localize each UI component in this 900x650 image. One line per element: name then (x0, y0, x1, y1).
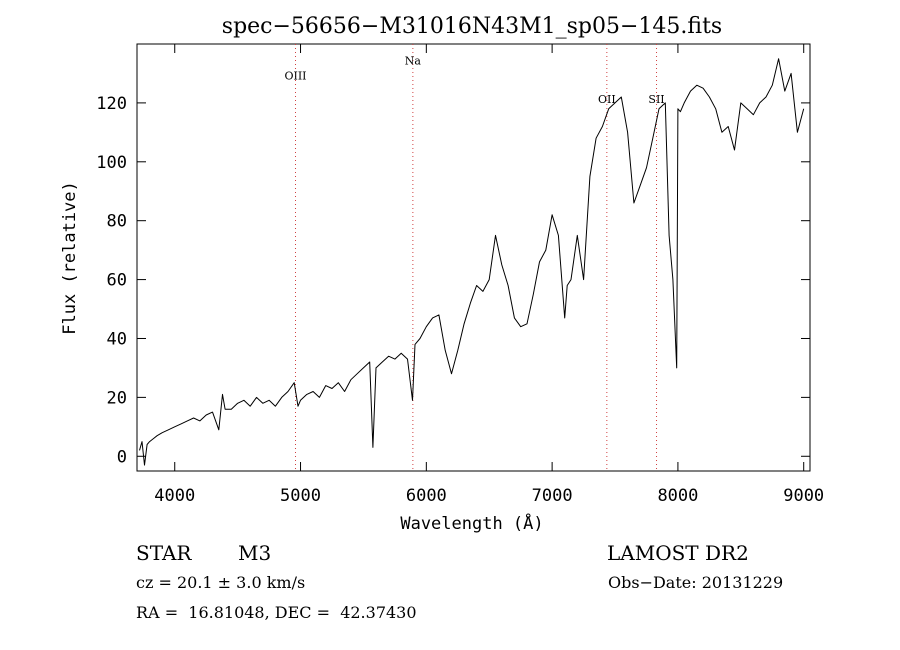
y-tick-label: 40 (107, 329, 127, 349)
observation-date: Obs−Date: 20131229 (608, 573, 784, 592)
line-marker-label: OII (598, 93, 616, 106)
plot-frame (136, 43, 811, 472)
x-tick-label: 6000 (406, 486, 447, 506)
spectrum-series (139, 58, 805, 466)
line-marker-label: Na (405, 55, 422, 68)
x-axis-label: Wavelength (Å) (400, 512, 543, 534)
y-tick-label: 20 (107, 388, 127, 408)
y-axis-label: Flux (relative) (60, 181, 80, 335)
spectrum-line (139, 58, 805, 466)
redshift-velocity: cz = 20.1 ± 3.0 km/s (136, 573, 306, 592)
x-tick-label: 5000 (280, 486, 321, 506)
y-tick-label: 120 (96, 94, 127, 114)
line-marker-label: SII (648, 93, 664, 106)
y-tick-label: 0 (117, 447, 127, 467)
y-tick-label: 100 (96, 153, 127, 173)
x-tick-label: 7000 (532, 486, 573, 506)
chart-title: spec−56656−M31016N43M1_sp05−145.fits (222, 14, 722, 39)
x-tick-label: 9000 (783, 486, 824, 506)
y-tick-label: 60 (107, 271, 127, 291)
x-tick-label: 4000 (154, 486, 195, 506)
line-marker-label: OIII (284, 69, 306, 82)
object-type: STAR (136, 541, 192, 565)
emission-line-markers: OIII Na OII SII (284, 44, 665, 471)
x-tick-label: 8000 (657, 486, 698, 506)
axis-ticks: 4000 5000 6000 7000 8000 9000 0 20 40 60 80 100 120 (96, 44, 824, 506)
coordinates: RA = 16.81048, DEC = 42.37430 (136, 603, 417, 622)
survey-name: LAMOST DR2 (607, 541, 749, 565)
object-subclass: M3 (238, 541, 272, 565)
y-tick-label: 80 (107, 212, 127, 232)
